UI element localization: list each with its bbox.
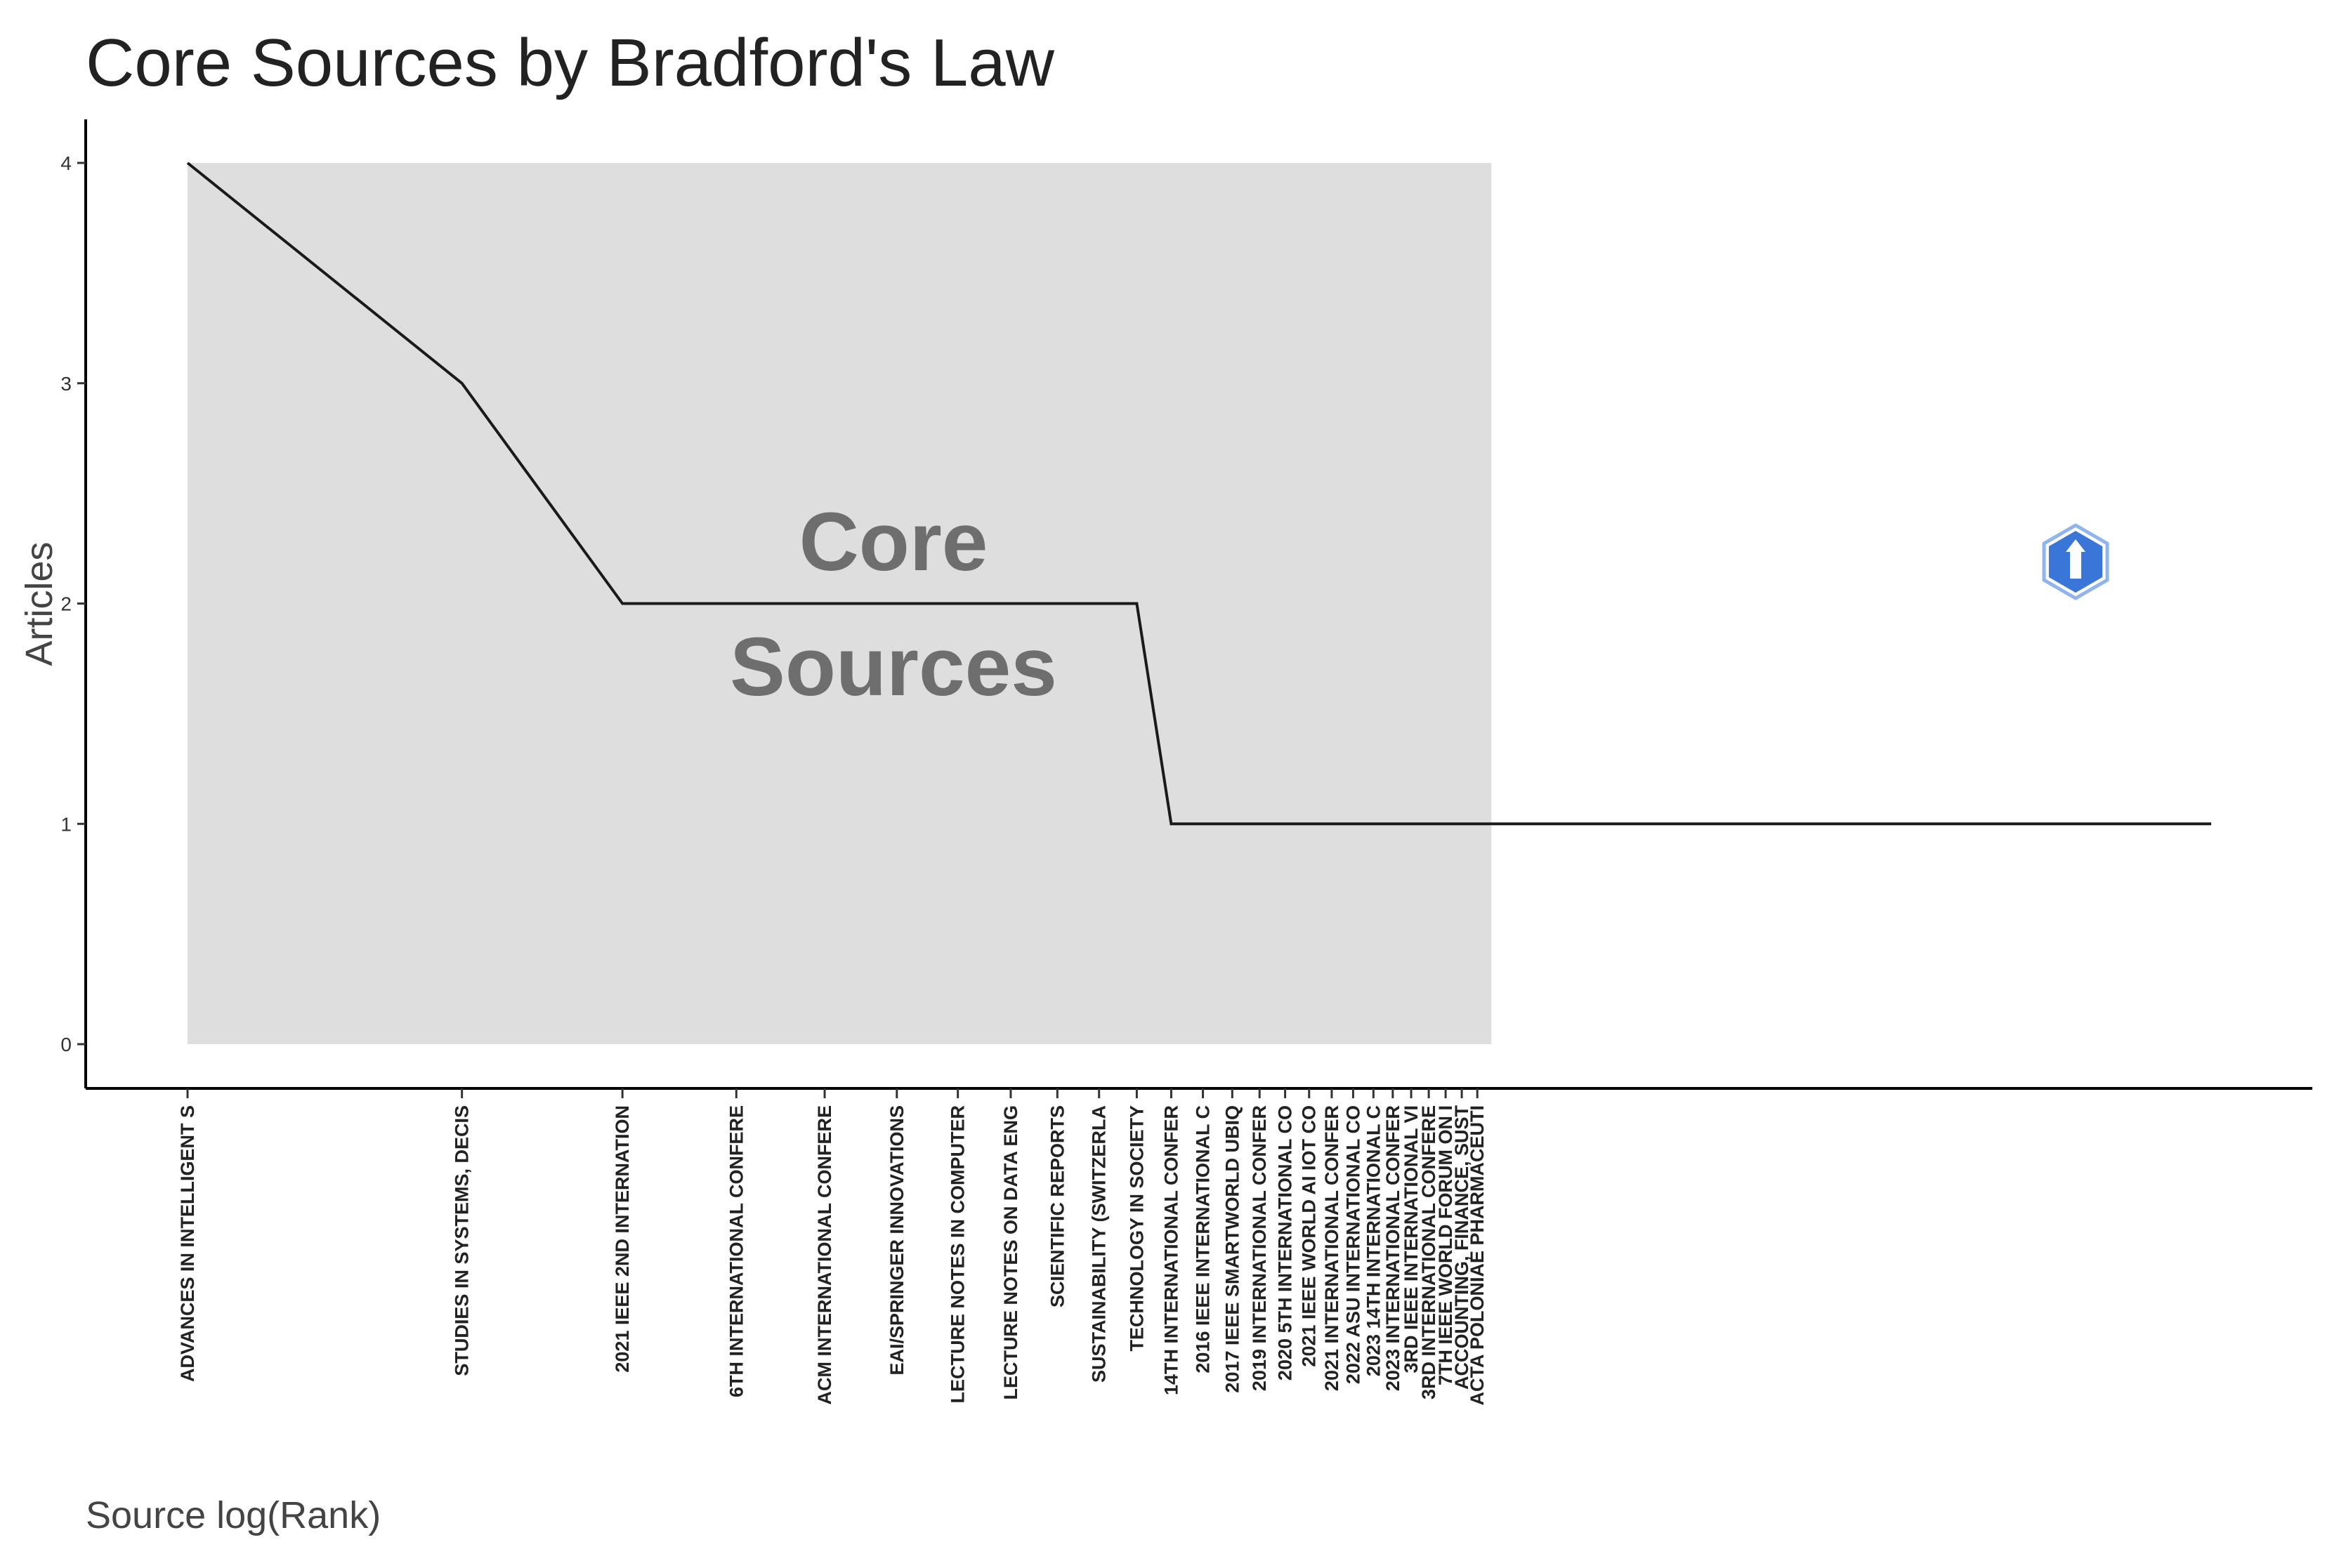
x-tick-label: LECTURE NOTES ON DATA ENG [1000, 1105, 1021, 1400]
x-axis-title: Source log(Rank) [86, 1494, 381, 1536]
x-tick-label: SCIENTIFIC REPORTS [1047, 1105, 1068, 1307]
x-tick-label: STUDIES IN SYSTEMS, DECIS [452, 1105, 473, 1376]
x-tick-label: 2023 INTERNATIONAL CONFER [1382, 1105, 1403, 1391]
x-tick-label: 6TH INTERNATIONAL CONFERE [726, 1105, 747, 1397]
y-axis-ticks: 0 1 2 3 4 [60, 152, 86, 1055]
x-tick-label: ACTA POLONIAE PHARMACEUTI [1467, 1105, 1488, 1406]
core-zone-label-line1: Core [799, 496, 988, 588]
x-tick-label: ADVANCES IN INTELLIGENT S [177, 1105, 198, 1382]
lighthouse-shield-icon [2042, 523, 2109, 600]
x-tick-label: EAI/SPRINGER INNOVATIONS [886, 1105, 908, 1376]
x-tick-label: 7TH IEEE WORLD FORUM ON I [1435, 1105, 1456, 1385]
x-axis-ticks: ADVANCES IN INTELLIGENT S STUDIES IN SYST… [177, 1088, 1488, 1406]
x-tick-label: 3RD INTERNATIONAL CONFERE [1418, 1105, 1439, 1399]
plot-area: Core Sources [186, 162, 2211, 1044]
y-tick-label: 2 [60, 593, 72, 615]
x-tick-label: 3RD IEEE INTERNATIONAL VI [1401, 1105, 1422, 1373]
x-tick-label: ACCOUNTING, FINANCE, SUST [1451, 1105, 1472, 1390]
x-tick-label: LECTURE NOTES IN COMPUTER [948, 1105, 969, 1404]
y-tick-label: 4 [60, 152, 72, 174]
x-tick-label: ACM INTERNATIONAL CONFERE [814, 1105, 835, 1405]
chart-title: Core Sources by Bradford's Law [86, 25, 1055, 100]
x-tick-label: TECHNOLOGY IN SOCIETY [1126, 1105, 1147, 1352]
y-axis-title: Articles [18, 541, 60, 666]
core-zone-label-line2: Sources [730, 621, 1057, 713]
y-tick-label: 1 [60, 813, 72, 835]
y-tick-label: 3 [60, 373, 72, 395]
x-tick-label: 2021 IEEE WORLD AI IOT CO [1299, 1105, 1320, 1367]
x-tick-label: 2021 INTERNATIONAL CONFER [1321, 1105, 1342, 1391]
x-tick-label: 2019 INTERNATIONAL CONFER [1249, 1105, 1270, 1391]
x-tick-label: SUSTAINABILITY (SWITZERLA [1089, 1105, 1110, 1383]
x-tick-label: 14TH INTERNATIONAL CONFER [1160, 1105, 1181, 1395]
x-tick-label: 2023 14TH INTERNATIONAL C [1363, 1105, 1384, 1376]
x-tick-label: 2016 IEEE INTERNATIONAL C [1193, 1105, 1214, 1373]
series-line [186, 162, 2211, 826]
x-tick-label: 2022 ASU INTERNATIONAL CO [1342, 1105, 1363, 1384]
x-tick-label: 2020 5TH INTERNATIONAL CO [1275, 1105, 1296, 1381]
y-tick-label: 0 [60, 1034, 72, 1055]
x-tick-label: 2021 IEEE 2ND INTERNATION [612, 1105, 633, 1373]
x-tick-label: 2017 IEEE SMARTWORLD UBIQ [1221, 1105, 1243, 1393]
